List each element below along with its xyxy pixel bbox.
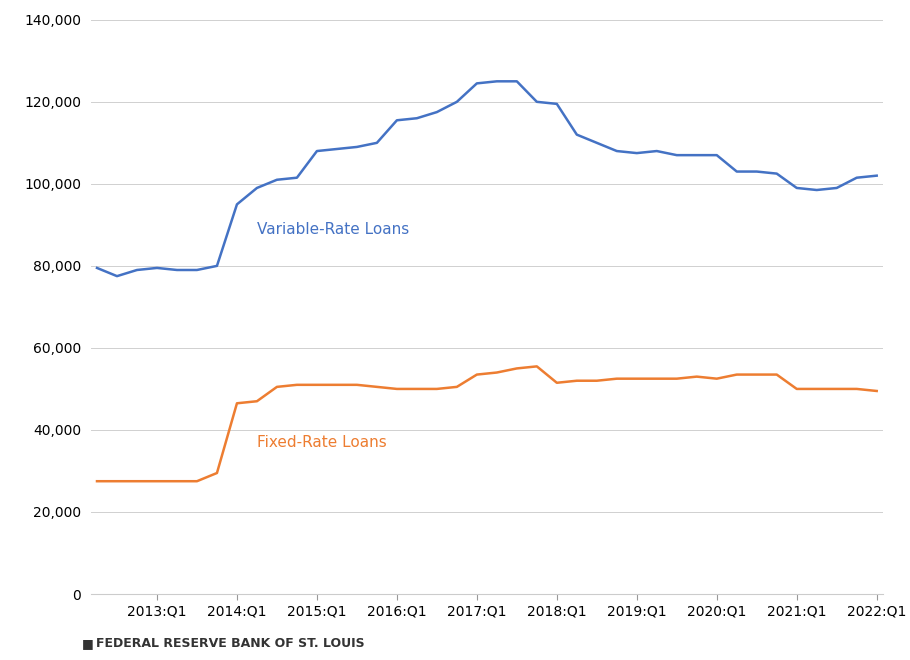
Text: ■: ■ <box>82 637 94 650</box>
Text: Fixed-Rate Loans: Fixed-Rate Loans <box>257 436 387 451</box>
Text: FEDERAL RESERVE BANK OF ST. LOUIS: FEDERAL RESERVE BANK OF ST. LOUIS <box>96 637 364 650</box>
Text: Variable-Rate Loans: Variable-Rate Loans <box>257 222 410 237</box>
